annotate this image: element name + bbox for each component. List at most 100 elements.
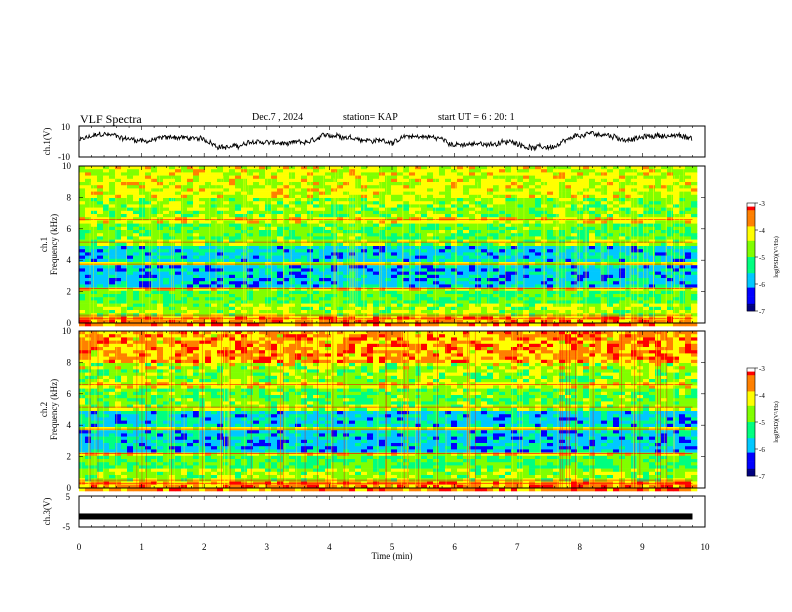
spectrogram-cell xyxy=(247,166,254,170)
spectrogram-cell xyxy=(529,239,536,244)
spectrogram-cell xyxy=(301,169,308,173)
spectrogram-cell xyxy=(385,201,392,205)
spectrogram-cell xyxy=(601,201,608,205)
spectrogram-cell xyxy=(565,303,572,308)
spectrogram-cell xyxy=(337,207,344,212)
spectrogram-cell xyxy=(121,284,128,288)
spectrogram-cell xyxy=(601,287,608,292)
spectrogram-cell xyxy=(355,223,362,228)
spectrogram-cell xyxy=(517,258,524,263)
spectrogram-cell xyxy=(499,319,506,324)
spectrogram-cell xyxy=(235,182,242,186)
spectrogram-cell xyxy=(127,166,134,170)
spectrogram-cell xyxy=(439,185,446,189)
spectrogram-cell xyxy=(487,271,494,276)
spectrogram-cell xyxy=(421,239,428,244)
spectrogram-cell xyxy=(529,322,536,327)
spectrogram-cell xyxy=(445,182,452,186)
spectrogram-cell xyxy=(151,182,158,186)
spectrogram-cell xyxy=(325,175,332,180)
spectrogram-cell xyxy=(373,207,380,212)
spectrogram-cell xyxy=(91,207,98,212)
spectrogram-cell xyxy=(649,230,656,234)
spectrogram-cell xyxy=(577,233,584,237)
spectrogram-cell xyxy=(121,281,128,285)
spectrogram-cell xyxy=(487,297,494,301)
spectrogram-cell xyxy=(133,322,140,327)
spectrogram-cell xyxy=(571,310,578,314)
spectrogram-cell xyxy=(163,207,170,212)
spectrogram-cell xyxy=(415,207,422,212)
spectrogram-cell xyxy=(529,226,536,231)
spectrogram-cell xyxy=(613,182,620,186)
spectrogram-cell xyxy=(373,172,380,176)
spectrogram-cell xyxy=(469,204,476,208)
spectrogram-cell xyxy=(193,223,200,228)
spectrogram-cell xyxy=(85,226,92,231)
spectrogram-cell xyxy=(361,169,368,173)
spectrogram-cell xyxy=(661,172,668,176)
spectrogram-cell xyxy=(313,284,320,288)
spectrogram-cell xyxy=(469,278,476,282)
spectrogram-cell xyxy=(277,310,284,314)
spectrogram-cell xyxy=(259,182,266,186)
spectrogram-cell xyxy=(577,322,584,327)
spectrogram-cell xyxy=(535,265,542,269)
spectrogram-cell xyxy=(103,294,110,298)
spectrogram-cell xyxy=(439,210,446,215)
spectrogram-cell xyxy=(337,297,344,301)
spectrogram-cell xyxy=(235,300,242,304)
spectrogram-cell xyxy=(547,274,554,279)
spectrogram-cell xyxy=(475,310,482,314)
spectrogram-cell xyxy=(313,204,320,208)
spectrogram-cell xyxy=(145,274,152,279)
spectrogram-cell xyxy=(289,169,296,173)
spectrogram-cell xyxy=(517,175,524,180)
spectrogram-cell xyxy=(607,249,614,253)
spectrogram-cell xyxy=(295,217,302,221)
spectrogram-cell xyxy=(295,246,302,250)
spectrogram-cell xyxy=(433,204,440,208)
spectrogram-cell xyxy=(373,284,380,288)
spectrogram-cell xyxy=(313,233,320,237)
spectrogram-cell xyxy=(283,166,290,170)
spectrogram-cell xyxy=(379,242,386,247)
spectrogram-cell xyxy=(133,175,140,180)
spectrogram-cell xyxy=(181,239,188,244)
spectrogram-cell xyxy=(157,194,164,199)
spectrogram-cell xyxy=(253,290,260,295)
spectrogram-cell xyxy=(481,274,488,279)
spectrogram-cell xyxy=(463,182,470,186)
spectrogram-cell xyxy=(505,306,512,311)
spectrogram-cell xyxy=(91,178,98,183)
spectrogram-cell xyxy=(433,242,440,247)
spectrogram-cell xyxy=(427,226,434,231)
spectrogram-cell xyxy=(127,194,134,199)
spectrogram-cell xyxy=(181,182,188,186)
spectrogram-cell xyxy=(259,284,266,288)
spectrogram-cell xyxy=(409,268,416,272)
spectrogram-cell xyxy=(505,204,512,208)
spectrogram-cell xyxy=(367,258,374,263)
spectrogram-cell xyxy=(97,265,104,269)
spectrogram-cell xyxy=(565,207,572,212)
spectrogram-cell xyxy=(547,220,554,224)
spectrogram-cell xyxy=(373,268,380,272)
spectrogram-cell xyxy=(397,268,404,272)
spectrogram-cell xyxy=(481,220,488,224)
spectrogram-cell xyxy=(325,201,332,205)
spectrogram-cell xyxy=(337,294,344,298)
spectrogram-cell xyxy=(193,191,200,196)
spectrogram-cell xyxy=(85,182,92,186)
spectrogram-cell xyxy=(547,182,554,186)
spectrogram-cell xyxy=(115,194,122,199)
spectrogram-cell xyxy=(355,194,362,199)
spectrogram-cell xyxy=(631,178,638,183)
spectrogram-cell xyxy=(625,249,632,253)
spectrogram-cell xyxy=(355,178,362,183)
spectrogram-cell xyxy=(451,175,458,180)
spectrogram-cell xyxy=(229,258,236,263)
spectrogram-cell xyxy=(391,166,398,170)
spectrogram-cell xyxy=(265,175,272,180)
spectrogram-cell xyxy=(385,166,392,170)
